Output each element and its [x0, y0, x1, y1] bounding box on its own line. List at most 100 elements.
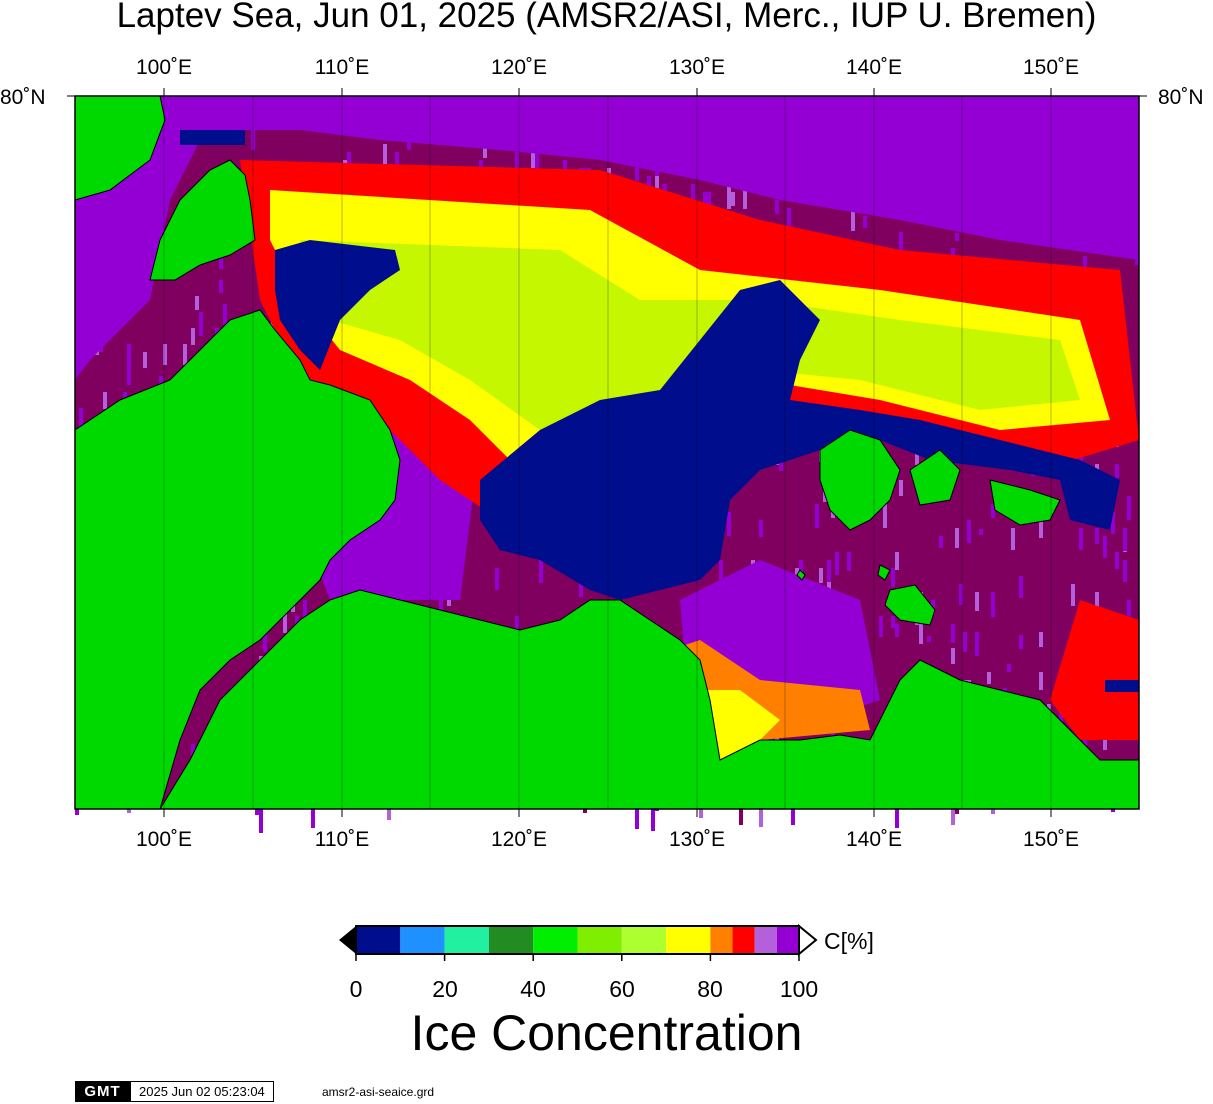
ice-pixel: [727, 184, 731, 209]
ice-pixel: [471, 536, 475, 558]
ice-pixel: [99, 352, 103, 375]
ice-pixel: [199, 704, 203, 727]
land-new-siberian-islands: [909, 449, 961, 506]
ice-pixel: [863, 216, 867, 228]
colorbar-segment: [400, 926, 445, 954]
ice-pixel: [847, 552, 851, 571]
land-new-siberian-islands: [884, 584, 936, 626]
ice-pixel: [103, 392, 107, 409]
ice-pixel: [495, 568, 499, 590]
ice-pixel: [651, 808, 655, 831]
land-new-siberian-islands: [989, 479, 1061, 526]
ice-pixel: [739, 808, 743, 825]
ice-pixel: [883, 504, 887, 528]
open-water-polynya: [180, 130, 245, 145]
ice-pixel: [1123, 528, 1127, 551]
ice-pixel: [759, 808, 763, 827]
ice-pixel: [1007, 664, 1011, 678]
lat-label-right: 80˚N: [1158, 86, 1204, 109]
lon-tick-bottom: 130˚E: [668, 828, 726, 851]
ice-pixel: [779, 208, 783, 227]
ice-pixel: [1115, 464, 1119, 478]
ice-pixel: [979, 504, 983, 529]
ice-pixel: [263, 632, 267, 652]
ice-pixel: [731, 192, 735, 206]
ice-pixel: [763, 544, 767, 557]
lon-tick-top: 110˚E: [314, 56, 370, 79]
ice-pixel: [387, 808, 391, 820]
ice-pixel: [295, 616, 299, 628]
ice-pixel: [531, 144, 535, 168]
ice-pixel: [959, 584, 963, 605]
ice-pixel: [1019, 576, 1023, 598]
colorbar-tick-label: 0: [349, 976, 363, 1002]
ice-pixel: [455, 144, 459, 169]
ice-pixel: [259, 128, 263, 153]
ice-pixel: [975, 632, 979, 656]
ice-pixel: [127, 360, 131, 385]
ice-pixel: [531, 600, 535, 613]
ice-pixel: [1019, 616, 1023, 635]
ice-pixel: [819, 568, 823, 583]
ice-pixel: [691, 184, 695, 199]
gmt-logo: GMT: [75, 1081, 130, 1102]
ice-pixel: [951, 648, 955, 664]
ice-pixel: [899, 232, 903, 256]
lon-tick-top: 120˚E: [490, 56, 548, 79]
ice-pixel: [747, 200, 751, 219]
ice-pixel: [927, 616, 931, 636]
gmt-filename: amsr2-asi-seaice.grd: [322, 1085, 435, 1099]
ice-pixel: [895, 808, 899, 828]
ice-pixel: [183, 344, 187, 365]
ice-pixel: [1039, 672, 1043, 690]
land-mainland: [159, 589, 1140, 810]
ice-pixel: [775, 200, 779, 214]
ice-pixel: [291, 144, 295, 164]
ice-pixel: [719, 560, 723, 584]
lon-tick-bottom: 100˚E: [135, 828, 193, 851]
ice-pixel: [1095, 528, 1099, 544]
lon-tick-bottom: 150˚E: [1022, 828, 1080, 851]
ice-pixel: [579, 584, 583, 597]
mixed-ice-band: [270, 190, 1110, 500]
ice-pixel: [975, 592, 979, 611]
colorbar-tick-label: 40: [520, 976, 546, 1002]
colorbar-under-triangle: [339, 926, 356, 954]
ice-pixel: [523, 152, 527, 170]
ice-pixel: [827, 224, 831, 244]
ice-pixel: [251, 128, 255, 150]
ice-pixel: [1103, 536, 1107, 558]
ice-pixel: [1103, 736, 1107, 750]
ice-pixel: [143, 352, 147, 368]
ice-pixel: [223, 304, 227, 325]
legend-title: Ice Concentration: [410, 1005, 803, 1061]
ice-pixel: [927, 512, 931, 535]
mixed-ice-band: [1050, 600, 1139, 740]
colorbar-segment: [732, 926, 755, 954]
colorbar-segment: [710, 926, 733, 954]
ice-pixel: [991, 504, 995, 518]
ice-pixel: [967, 520, 971, 543]
ice-pixel: [899, 480, 903, 496]
ice-pixel: [819, 488, 823, 513]
ice-pixel: [951, 800, 955, 825]
ice-pixel: [275, 624, 279, 642]
ice-pixel: [407, 136, 411, 150]
colorbar-segment: [621, 926, 667, 954]
ice-pixel: [771, 504, 775, 523]
ice-pixel: [1059, 560, 1063, 585]
open-water-polynya: [275, 240, 400, 370]
gmt-timestamp: 2025 Jun 02 05:23:04: [130, 1081, 274, 1102]
colorbar-tick-label: 20: [432, 976, 458, 1002]
ice-pixel: [1095, 592, 1099, 610]
ice-pixel: [1051, 536, 1055, 557]
ice-pixel: [635, 160, 639, 181]
colorbar-segment: [533, 926, 578, 954]
colorbar-unit: C[%]: [824, 928, 874, 954]
ice-pixel: [879, 616, 883, 637]
ice-pixel: [199, 312, 203, 336]
colorbar-segment: [666, 926, 711, 954]
ice-pixel: [987, 672, 991, 684]
ice-pixel: [283, 608, 287, 633]
